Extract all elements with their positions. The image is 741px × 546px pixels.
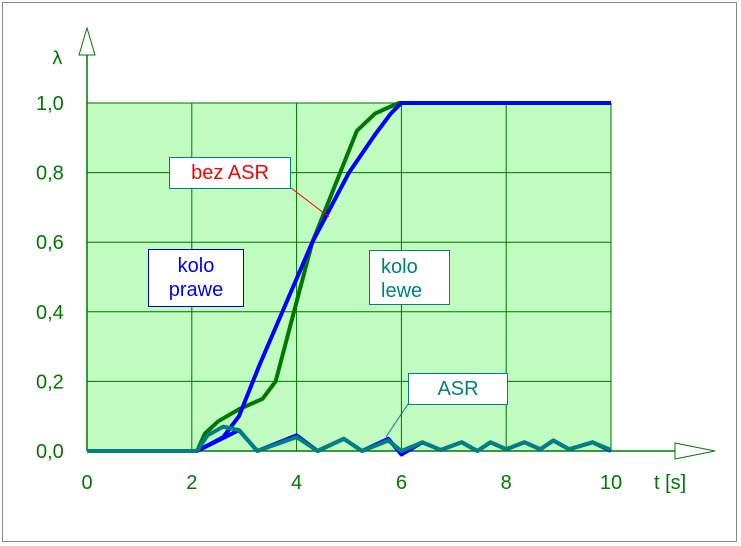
- annotation-bez-asr: bez ASR: [169, 157, 291, 189]
- y-tick-label: 0,2: [36, 371, 64, 393]
- x-tick-label: 10: [600, 472, 622, 494]
- y-tick-label: 0,4: [36, 302, 64, 324]
- y-axis-arrow: [78, 26, 96, 56]
- x-axis-label: t [s]: [654, 472, 686, 494]
- annotation-kolo-lewe: kolo lewe: [369, 250, 450, 305]
- x-tick-label: 6: [396, 472, 407, 494]
- annotation-kolo-prawe-line2: prawe: [168, 279, 224, 301]
- x-tick-label: 0: [81, 472, 92, 494]
- y-tick-label: 0,8: [36, 163, 64, 185]
- annotation-kolo-prawe: kolo prawe: [148, 249, 244, 307]
- x-tick-label: 2: [186, 472, 197, 494]
- x-tick-label: 8: [501, 472, 512, 494]
- y-tick-label: 0,6: [36, 232, 64, 254]
- y-tick-label: 0,0: [36, 441, 64, 463]
- x-axis-arrow: [674, 442, 716, 460]
- asr-pointer: [385, 403, 409, 438]
- annotation-kolo-lewe-line2: lewe: [381, 280, 423, 302]
- bez-asr-pointer: [290, 187, 330, 218]
- series-line-3: [87, 424, 612, 453]
- y-tick-label: 1,0: [36, 93, 64, 115]
- annotation-kolo-lewe-line1: kolo: [381, 256, 418, 278]
- annotation-kolo-prawe-line1: kolo: [177, 255, 215, 277]
- x-tick-label: 4: [291, 472, 302, 494]
- y-axis-label: λ: [52, 48, 63, 69]
- series-line-0: [87, 101, 611, 453]
- annotation-asr: ASR: [408, 373, 508, 405]
